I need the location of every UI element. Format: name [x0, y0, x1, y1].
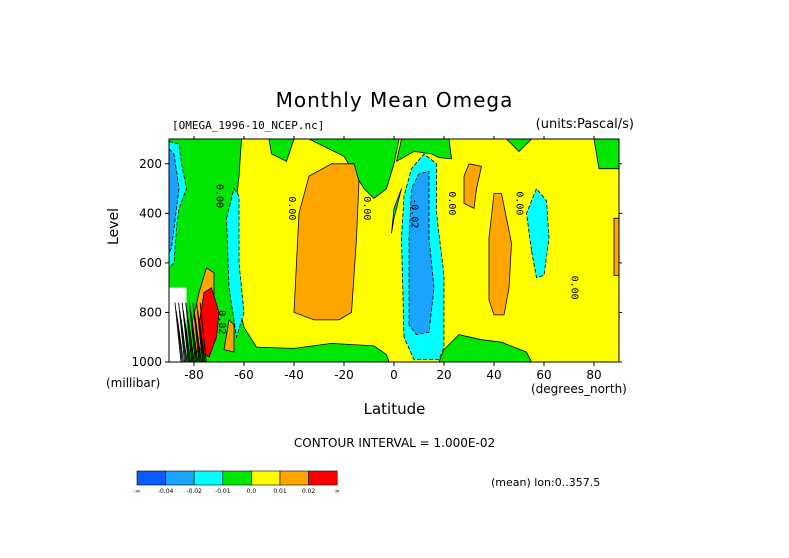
colorbar-label: -0.01 — [215, 488, 231, 495]
x-axis-label: Latitude — [363, 400, 426, 418]
x-tick-label: -80 — [184, 368, 204, 382]
contour-region — [169, 139, 390, 362]
contour-label: 0.00 — [286, 196, 297, 220]
chart-title: Monthly Mean Omega — [275, 88, 514, 112]
dense-contour-line — [194, 318, 202, 362]
contour-region — [226, 187, 245, 338]
contour-region — [613, 217, 619, 276]
contour-region — [169, 148, 180, 254]
x-tick-label: 80 — [586, 368, 601, 382]
y-tick-label: 800 — [139, 305, 162, 319]
colorbar-label: 0.0 — [247, 488, 257, 495]
contour-region — [438, 334, 532, 362]
colorbar-swatch — [308, 470, 338, 486]
colorbar-label: ∞ — [335, 488, 340, 495]
contour-region — [395, 139, 452, 163]
contour-region — [293, 163, 360, 321]
contour-label: 0.00 — [569, 276, 580, 300]
contour-label: 0.00 — [514, 191, 525, 215]
contour-label: 0.02 — [216, 310, 227, 334]
contour-region — [408, 170, 435, 336]
dataset-name: [OMEGA_1996-10_NCEP.nc] — [172, 119, 325, 132]
dense-contour-line — [187, 318, 195, 362]
contour-region — [223, 319, 235, 353]
x-tick-label: 0 — [390, 368, 398, 382]
units-label: (units:Pascal/s) — [535, 117, 634, 132]
dense-contour-line — [198, 318, 206, 362]
colorbar-label: -0.04 — [158, 488, 174, 495]
contour-region — [268, 139, 295, 162]
contour-interval: CONTOUR INTERVAL = 1.000E-02 — [293, 436, 496, 450]
contour-fill-group — [169, 139, 619, 362]
contour-region — [488, 193, 512, 316]
contour-region — [593, 139, 619, 170]
y-tick-label: 400 — [139, 206, 162, 220]
dense-contour-line — [184, 318, 192, 362]
y-tick-label: 1000 — [131, 355, 162, 369]
colorbar-swatch — [193, 470, 224, 486]
contour-label: 0.00 — [361, 196, 372, 220]
x-axis-unit: (degrees_north) — [531, 382, 627, 396]
contour-region — [391, 188, 402, 234]
colorbar-label: -0.02 — [186, 488, 202, 495]
colorbar-swatch — [222, 470, 252, 486]
contour-region — [526, 187, 550, 279]
dense-contour-line — [199, 302, 207, 362]
contour-label: 0.00 — [446, 191, 457, 215]
y-tick-label: 200 — [139, 157, 162, 171]
colorbar-label: 0.02 — [302, 488, 316, 495]
x-tick-label: 60 — [536, 368, 551, 382]
dense-contour-line — [176, 318, 184, 362]
colorbar-swatch — [136, 470, 166, 486]
dense-contour-line — [180, 318, 188, 362]
colorbar-swatch — [251, 470, 281, 486]
contour-region — [463, 163, 482, 210]
y-tick-label: 600 — [139, 256, 162, 270]
colorbar-swatch — [279, 470, 309, 486]
x-tick-label: -40 — [284, 368, 304, 382]
mean-longitude-note: (mean) lon:0..357.5 — [491, 476, 601, 489]
x-tick-label: 20 — [436, 368, 451, 382]
y-axis-label: Level — [106, 208, 122, 245]
colorbar-label: 0.01 — [273, 488, 287, 495]
colorbar-swatch — [165, 470, 195, 486]
contour-label: 0.00 — [214, 184, 225, 208]
x-tick-label: -20 — [334, 368, 354, 382]
contour-region — [505, 139, 533, 152]
y-axis-unit: (millibar) — [106, 376, 161, 390]
x-tick-label: -60 — [234, 368, 254, 382]
x-tick-label: 40 — [486, 368, 501, 382]
dense-contour-line — [191, 318, 199, 362]
colorbar-label: -∞ — [133, 488, 140, 495]
contour-label: -0.02 — [409, 198, 420, 228]
